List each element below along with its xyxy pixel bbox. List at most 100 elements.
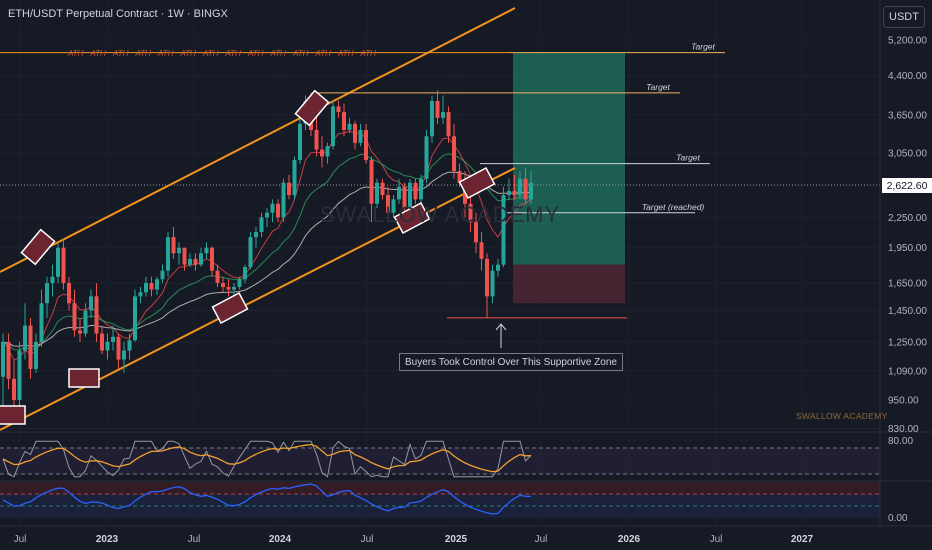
- price-axis[interactable]: 5,200.00 4,400.00 3,650.00 3,050.00 2,250.00…: [879, 0, 927, 526]
- candle-body: [281, 182, 286, 218]
- chart-title: ETH/USDT Perpetual Contract · 1W · BINGX: [8, 8, 228, 20]
- candle-body: [369, 160, 374, 204]
- time-axis[interactable]: Jul 2023 Jul 2024 Jul 2025 Jul 2026 Jul 2027: [0, 525, 932, 545]
- candle-body: [28, 325, 33, 369]
- candle-body: [221, 283, 225, 287]
- stoch-rsi-pane: 0.00: [0, 480, 932, 524]
- target-label: Target: [646, 82, 670, 92]
- candle-body: [111, 336, 115, 342]
- candle-body: [1, 341, 5, 377]
- ath-label: ATH: [315, 49, 332, 58]
- candle-body: [397, 186, 401, 200]
- stop-loss-zone: [513, 264, 625, 304]
- time-tick-label: Jul: [188, 534, 201, 545]
- time-tick-label: 2026: [618, 534, 641, 545]
- price-tick-label: 830.00: [888, 424, 919, 435]
- candle-body: [133, 296, 137, 341]
- ath-label: ATH: [112, 49, 129, 58]
- ath-label: ATH: [270, 49, 287, 58]
- touch-box: [0, 405, 26, 425]
- watermark-small: SWALLOW ACADEMY: [796, 411, 888, 421]
- ath-label: ATH: [247, 49, 264, 58]
- candle-body: [105, 341, 110, 351]
- target-labels: Target Target Target Target (reached): [642, 42, 716, 212]
- chart-grid: [0, 39, 880, 430]
- annotation-label[interactable]: Buyers Took Control Over This Supportive…: [399, 353, 623, 371]
- candle-body: [386, 195, 390, 213]
- candle-body: [210, 247, 214, 271]
- price-tick-label: 1,090.00: [888, 366, 927, 377]
- rsi-pane: 80.00: [0, 431, 932, 478]
- candle-body: [171, 237, 176, 254]
- candle-body: [512, 190, 517, 196]
- candle-body: [72, 303, 77, 331]
- candle-body: [149, 283, 154, 290]
- candle-body: [342, 112, 346, 130]
- time-tick-label: Jul: [14, 534, 27, 545]
- stoch-line: [2, 483, 532, 515]
- touch-box: [393, 201, 431, 235]
- candle-body: [468, 203, 473, 223]
- price-tick-label: 4,400.00: [888, 71, 927, 82]
- candle-body: [270, 203, 275, 213]
- ath-label: ATH: [225, 49, 242, 58]
- candle-body: [138, 292, 143, 297]
- candle-body: [408, 182, 412, 209]
- target-lines[interactable]: [0, 52, 880, 319]
- candle-body: [155, 279, 159, 290]
- currency-button[interactable]: USDT: [883, 6, 925, 28]
- candle-body: [529, 182, 533, 200]
- candle-body: [402, 186, 407, 209]
- candle-body: [380, 182, 385, 196]
- candle-body: [287, 182, 291, 196]
- target-label: Target (reached): [642, 202, 705, 212]
- candle-body: [424, 136, 429, 179]
- candle-body: [83, 310, 88, 334]
- candle-body: [199, 253, 203, 265]
- candle-body: [56, 247, 60, 277]
- price-tick-label: 1,250.00: [888, 337, 927, 348]
- candle-body: [204, 247, 209, 254]
- candle-body: [259, 217, 264, 233]
- candlestick-series: [1, 90, 533, 419]
- candle-body: [452, 136, 456, 172]
- candle-body: [248, 237, 253, 268]
- time-tick-label: 2025: [445, 534, 468, 545]
- rsi-line: [2, 440, 532, 478]
- ath-label: ATH: [180, 49, 197, 58]
- stoch-axis-label: 0.00: [888, 513, 908, 524]
- touch-boxes[interactable]: [0, 89, 496, 425]
- candle-body: [347, 123, 352, 130]
- touch-box: [294, 89, 330, 127]
- candle-body: [61, 247, 66, 284]
- target-label: Target: [691, 42, 715, 52]
- candle-body: [6, 341, 11, 379]
- candle-body: [474, 222, 478, 243]
- candle-body: [122, 350, 126, 360]
- candle-body: [391, 199, 396, 213]
- ath-label: ATH: [135, 49, 152, 58]
- candle-body: [12, 378, 16, 400]
- position-tool[interactable]: [513, 52, 625, 304]
- candle-body: [325, 146, 330, 157]
- candle-body: [336, 106, 341, 113]
- touch-box: [211, 291, 249, 325]
- price-tick-label: 1,950.00: [888, 243, 927, 254]
- ath-label: ATH: [157, 49, 174, 58]
- candle-body: [507, 190, 511, 196]
- candle-body: [441, 112, 445, 118]
- candle-body: [496, 264, 500, 271]
- candle-body: [265, 212, 269, 218]
- time-tick-label: 2024: [269, 534, 292, 545]
- watermark-large: SWALLOW ACADEMY: [320, 202, 560, 227]
- candle-body: [485, 258, 489, 297]
- arrow-head: [495, 323, 507, 331]
- candle-body: [446, 112, 451, 137]
- candle-body: [375, 182, 379, 204]
- ath-label: ATH: [67, 49, 84, 58]
- ath-label: ATH: [337, 49, 354, 58]
- ath-label: ATH: [292, 49, 309, 58]
- time-tick-label: 2023: [96, 534, 119, 545]
- time-tick-label: Jul: [361, 534, 374, 545]
